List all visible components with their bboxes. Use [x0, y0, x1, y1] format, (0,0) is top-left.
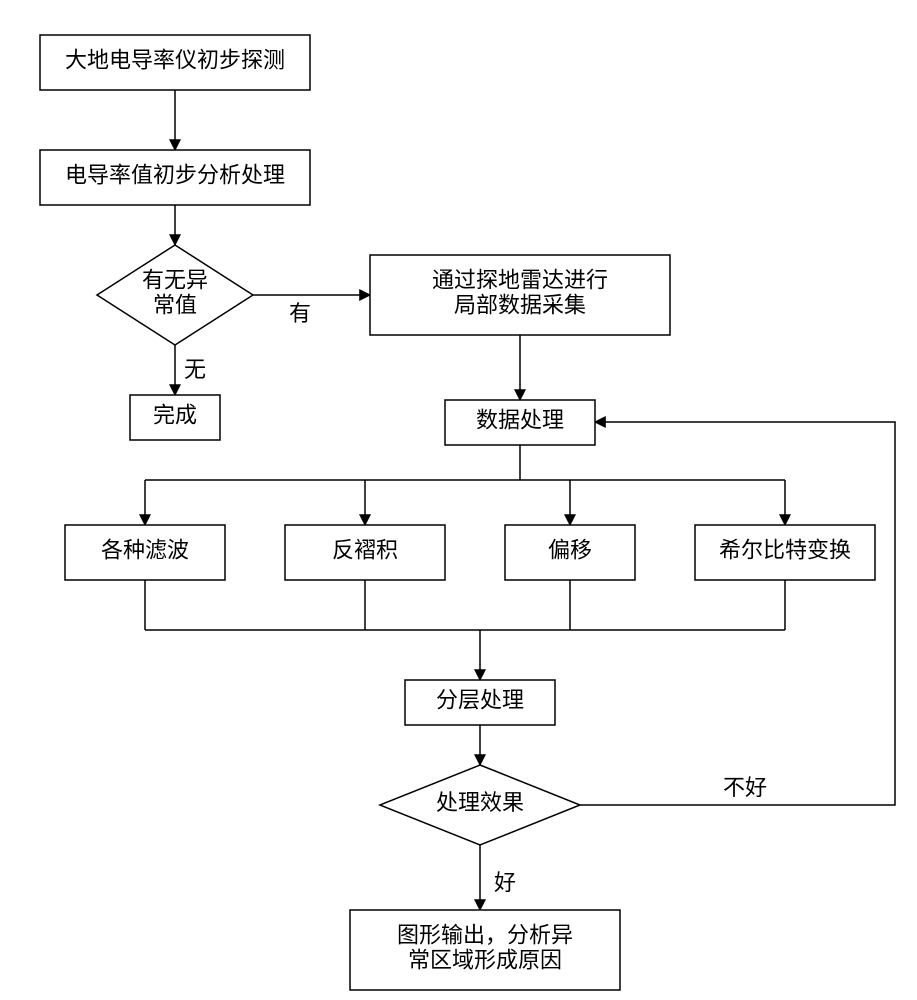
node-label: 局部数据采集	[454, 293, 586, 318]
edge-label: 好	[494, 870, 516, 895]
node-n12: 处理效果	[380, 765, 580, 845]
edge-label: 有	[289, 301, 311, 326]
node-n2: 电导率值初步分析处理	[40, 150, 310, 205]
node-n3: 有无异常值	[97, 245, 253, 345]
node-label: 有无异	[142, 267, 208, 292]
edge-label: 无	[184, 357, 206, 382]
node-label: 偏移	[548, 538, 592, 563]
node-label: 数据处理	[476, 408, 564, 433]
node-label: 大地电导率仪初步探测	[65, 48, 285, 73]
node-label: 希尔比特变换	[719, 538, 851, 563]
node-label: 分层处理	[436, 688, 524, 713]
node-n11: 分层处理	[405, 680, 555, 725]
node-n6: 数据处理	[445, 400, 595, 445]
node-n5: 通过探地雷达进行局部数据采集	[370, 255, 670, 335]
edge-label: 不好	[723, 775, 767, 800]
node-label: 通过探地雷达进行	[432, 267, 608, 292]
node-n13: 图形输出，分析异常区域形成原因	[350, 910, 620, 990]
node-label: 常区域形成原因	[408, 948, 562, 973]
node-n9: 偏移	[505, 525, 635, 580]
node-n8: 反褶积	[285, 525, 445, 580]
flowchart-canvas: 有无好不好大地电导率仪初步探测电导率值初步分析处理有无异常值完成通过探地雷达进行…	[0, 0, 917, 1000]
node-label: 电导率值初步分析处理	[65, 163, 285, 188]
node-label: 各种滤波	[101, 538, 189, 563]
node-label: 完成	[153, 403, 197, 428]
node-label: 反褶积	[332, 538, 398, 563]
node-n7: 各种滤波	[65, 525, 225, 580]
node-n10: 希尔比特变换	[695, 525, 875, 580]
node-n1: 大地电导率仪初步探测	[40, 35, 310, 90]
node-label: 处理效果	[436, 790, 524, 815]
node-label: 图形输出，分析异	[397, 922, 573, 947]
node-label: 常值	[153, 293, 197, 318]
node-n4: 完成	[130, 395, 220, 440]
nodes-group: 大地电导率仪初步探测电导率值初步分析处理有无异常值完成通过探地雷达进行局部数据采…	[40, 35, 875, 990]
